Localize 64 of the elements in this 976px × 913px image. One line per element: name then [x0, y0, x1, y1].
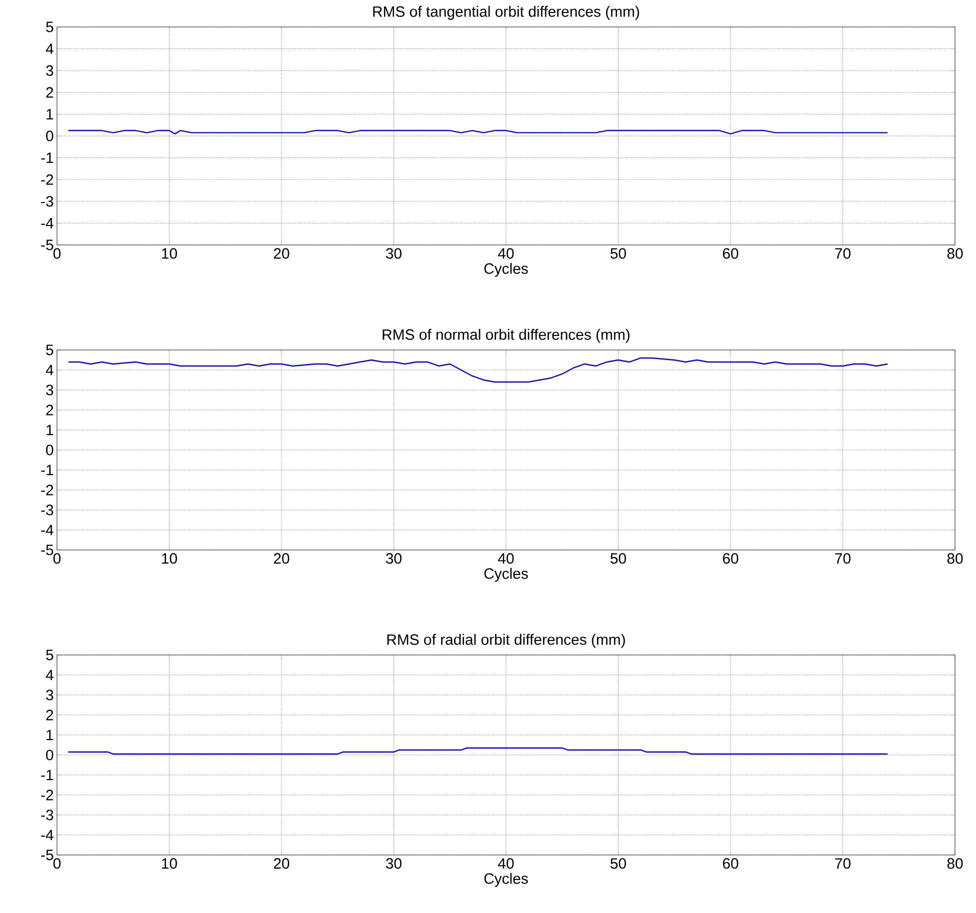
x-tick-label: 50	[610, 553, 626, 564]
x-tick-label: 80	[947, 553, 963, 564]
x-tick-label: 70	[835, 858, 850, 869]
y-tick-label: -1	[41, 152, 54, 163]
y-tick-label: -3	[41, 504, 54, 516]
y-tick-label: 1	[46, 424, 54, 436]
x-tick-label: 70	[835, 553, 850, 564]
x-tick-label: 10	[162, 553, 177, 564]
y-tick-label: 5	[46, 22, 54, 32]
x-tick-label: 30	[386, 248, 402, 259]
y-tick-label: -2	[41, 484, 54, 496]
x-tick-label: 40	[498, 858, 514, 869]
x-axis-title: Cycles	[484, 872, 528, 887]
y-tick-label: 4	[46, 364, 54, 376]
y-tick-label: -3	[41, 196, 54, 207]
y-tick-label: 0	[46, 750, 54, 760]
x-tick-label: 60	[722, 553, 738, 564]
y-tick-label: 4	[46, 44, 54, 54]
x-tick-label: 80	[947, 248, 963, 259]
y-tick-label: -3	[41, 810, 54, 820]
x-tick-label: 50	[610, 858, 626, 869]
y-tick-label: -2	[41, 790, 54, 800]
y-tick-label: 2	[46, 87, 54, 98]
y-tick-label: -5	[41, 240, 54, 250]
y-tick-label: 3	[46, 690, 54, 700]
y-tick-label: -4	[41, 830, 54, 840]
x-tick-label: 30	[386, 553, 402, 564]
y-tick-label: 2	[46, 404, 54, 416]
x-tick-label: 20	[274, 858, 290, 869]
chart-title: RMS of tangential orbit differences (mm)	[373, 6, 640, 20]
y-tick-label: 3	[46, 65, 54, 76]
x-tick-label: 60	[722, 248, 738, 259]
chart-title: RMS of radial orbit differences (mm)	[387, 634, 625, 648]
chart-title: RMS of normal orbit differences (mm)	[382, 328, 630, 343]
y-tick-label: -5	[41, 544, 54, 556]
x-tick-label: 30	[386, 858, 402, 869]
y-tick-label: -1	[41, 770, 54, 780]
x-axis-title: Cycles	[484, 568, 528, 582]
x-tick-label: 40	[498, 553, 514, 564]
x-tick-label: 10	[162, 858, 177, 869]
x-tick-label: 20	[274, 248, 290, 259]
y-tick-label: 0	[46, 444, 54, 456]
y-tick-label: 5	[46, 344, 54, 356]
x-tick-label: 40	[498, 248, 514, 259]
y-tick-label: 1	[46, 109, 54, 120]
x-tick-label: 60	[722, 858, 738, 869]
x-tick-label: 70	[835, 248, 850, 259]
line-series	[68, 747, 888, 755]
y-tick-label: -1	[41, 464, 54, 476]
x-axis-title: Cycles	[484, 262, 528, 277]
y-tick-label: 1	[46, 730, 54, 740]
y-tick-label: -2	[41, 174, 54, 185]
y-tick-label: 0	[46, 130, 54, 142]
y-tick-label: 4	[46, 670, 54, 680]
y-tick-label: 5	[46, 650, 54, 660]
y-tick-label: 3	[46, 384, 54, 396]
x-tick-label: 80	[947, 858, 963, 869]
x-tick-label: 20	[274, 553, 290, 564]
x-tick-label: 10	[162, 248, 177, 259]
y-tick-label: -4	[41, 524, 54, 536]
y-tick-label: 2	[46, 710, 54, 720]
y-tick-label: -4	[41, 218, 54, 228]
x-tick-label: 50	[610, 248, 626, 259]
y-tick-label: -5	[41, 850, 54, 860]
